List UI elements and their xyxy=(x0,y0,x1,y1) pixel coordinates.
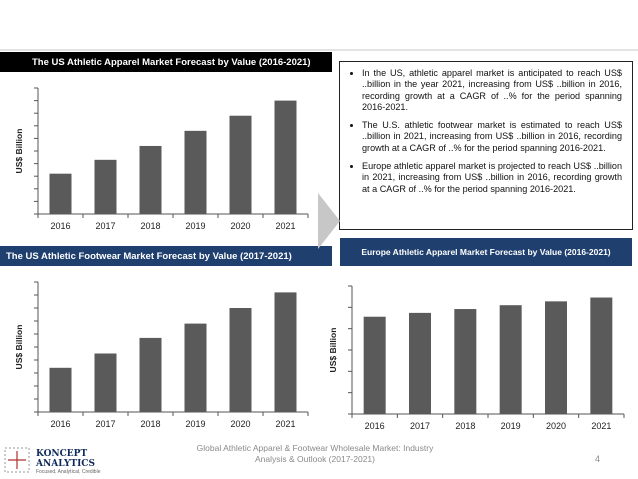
x-tick-label: 2017 xyxy=(410,421,430,431)
y-axis-label: US$ Billion xyxy=(14,129,24,174)
x-tick-label: 2016 xyxy=(365,421,385,431)
bar-2018 xyxy=(139,145,162,214)
x-tick-label: 2021 xyxy=(275,221,295,231)
bar-2016 xyxy=(49,367,72,412)
bar-2019 xyxy=(184,130,207,214)
page-number: 4 xyxy=(595,454,601,464)
insight-bullet: Europe athletic apparel market is projec… xyxy=(362,161,622,195)
bar-2021 xyxy=(274,292,297,412)
footwear-chart-title: The US Athletic Footwear Market Forecast… xyxy=(0,246,332,266)
bar-2020 xyxy=(545,301,567,414)
y-axis-label: US$ Billion xyxy=(14,325,24,370)
x-tick-label: 2019 xyxy=(185,419,205,429)
bar-2017 xyxy=(409,312,431,414)
x-tick-label: 2018 xyxy=(140,419,160,429)
europe-chart-title: Europe Athletic Apparel Market Forecast … xyxy=(340,238,632,266)
x-tick-label: 2021 xyxy=(591,421,611,431)
footer-line2: Analysis & Outlook (2017-2021) xyxy=(254,454,375,464)
logo-mark-icon xyxy=(4,447,30,473)
x-tick-label: 2019 xyxy=(501,421,521,431)
x-tick-label: 2019 xyxy=(185,221,205,231)
logo-tagline: Focused, Analytical, Credible xyxy=(36,469,101,475)
us-apparel-bar-chart: 2016 2017 2018 2019 2020 2021 US$ Billion xyxy=(14,87,309,231)
x-tick-label: 2017 xyxy=(95,419,115,429)
y-axis-label: US$ Billion xyxy=(328,328,338,373)
logo-name-line1: KONCEPT xyxy=(36,449,88,459)
bar-2020 xyxy=(229,308,252,412)
logo-name: KONCEPT ANALYTICS xyxy=(36,449,95,469)
x-tick-label: 2020 xyxy=(230,419,250,429)
x-tick-label: 2021 xyxy=(275,419,295,429)
bar-2018 xyxy=(139,337,162,412)
bar-2019 xyxy=(184,323,207,412)
bar-2016 xyxy=(363,316,386,414)
bar-2021 xyxy=(590,297,613,414)
apparel-chart-title: The US Athletic Apparel Market Forecast … xyxy=(0,52,332,72)
company-logo: KONCEPT ANALYTICS Focused, Analytical, C… xyxy=(4,445,164,477)
us-footwear-bar-chart: 2016 2017 2018 2019 2020 2021 US$ Billion xyxy=(14,281,309,429)
x-tick-label: 2020 xyxy=(230,221,250,231)
bar-2021 xyxy=(274,100,297,214)
bar-2016 xyxy=(49,173,72,214)
bar-2018 xyxy=(454,309,477,414)
x-tick-label: 2018 xyxy=(140,221,160,231)
europe-apparel-bar-chart: 2016 2017 2018 2019 2020 2021 US$ Billion xyxy=(328,285,625,431)
logo-name-line2: ANALYTICS xyxy=(36,459,95,469)
x-tick-label: 2018 xyxy=(455,421,475,431)
bar-2019 xyxy=(499,305,522,414)
arrow-chevron-icon xyxy=(318,193,340,249)
x-tick-label: 2016 xyxy=(50,221,70,231)
slide-footer: Global Athletic Apparel & Footwear Whole… xyxy=(165,443,465,465)
footer-line1: Global Athletic Apparel & Footwear Whole… xyxy=(196,443,434,453)
bar-2017 xyxy=(94,353,117,412)
x-tick-label: 2020 xyxy=(546,421,566,431)
insight-bullet: The U.S. athletic footwear market is est… xyxy=(362,120,622,154)
x-tick-label: 2016 xyxy=(50,419,70,429)
top-divider xyxy=(0,49,638,51)
key-insights-box: In the US, athletic apparel market is an… xyxy=(339,61,633,230)
x-tick-label: 2017 xyxy=(95,221,115,231)
bar-2017 xyxy=(94,159,117,214)
bar-2020 xyxy=(229,115,252,214)
insight-bullet: In the US, athletic apparel market is an… xyxy=(362,68,622,113)
